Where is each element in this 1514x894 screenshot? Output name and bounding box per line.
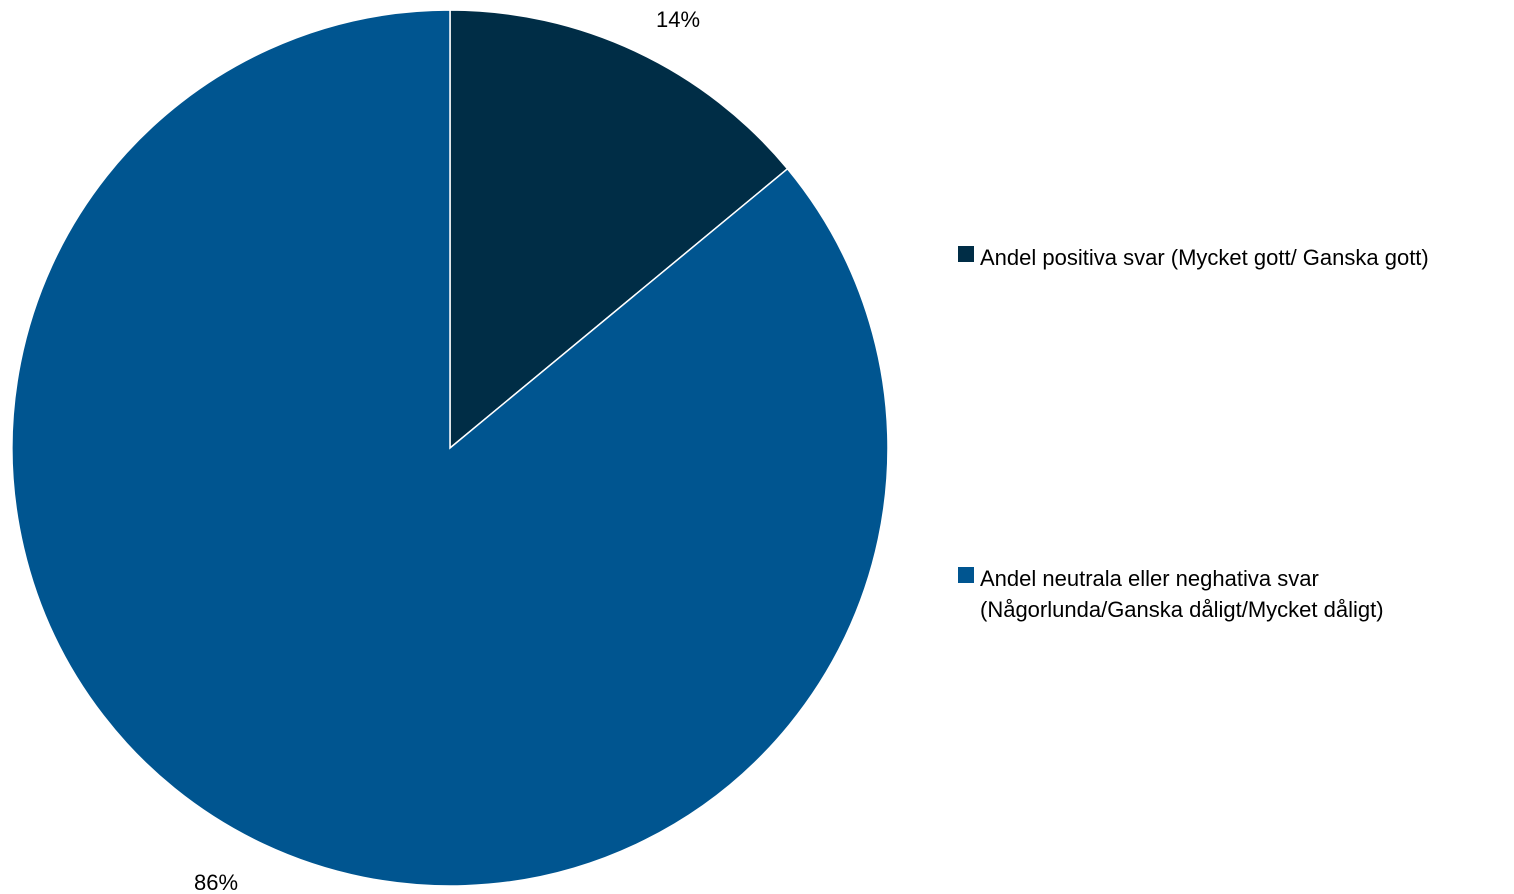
legend-swatch-1 bbox=[958, 246, 974, 262]
data-label-2: 86% bbox=[194, 870, 238, 894]
legend-label-2-line-2: (Någorlunda/Ganska dåligt/Mycket dåligt) bbox=[980, 597, 1384, 622]
pie-slice-2 bbox=[11, 9, 889, 887]
pie-slices bbox=[11, 9, 889, 887]
pie-slice-1 bbox=[449, 9, 789, 450]
data-label-1: 14% bbox=[656, 7, 700, 32]
pie-data-labels: 14% 86% bbox=[194, 7, 700, 894]
legend-item-2: Andel neutrala eller neghativa svar (Någo… bbox=[958, 566, 1384, 622]
chart-legend: Andel positiva svar (Mycket gott/ Ganska… bbox=[958, 245, 1429, 622]
legend-swatch-2 bbox=[958, 567, 974, 583]
legend-item-1: Andel positiva svar (Mycket gott/ Ganska… bbox=[958, 245, 1429, 270]
legend-label-1-line-1: Andel positiva svar (Mycket gott/ Ganska… bbox=[980, 245, 1429, 270]
legend-label-2-line-1: Andel neutrala eller neghativa svar bbox=[980, 566, 1319, 591]
